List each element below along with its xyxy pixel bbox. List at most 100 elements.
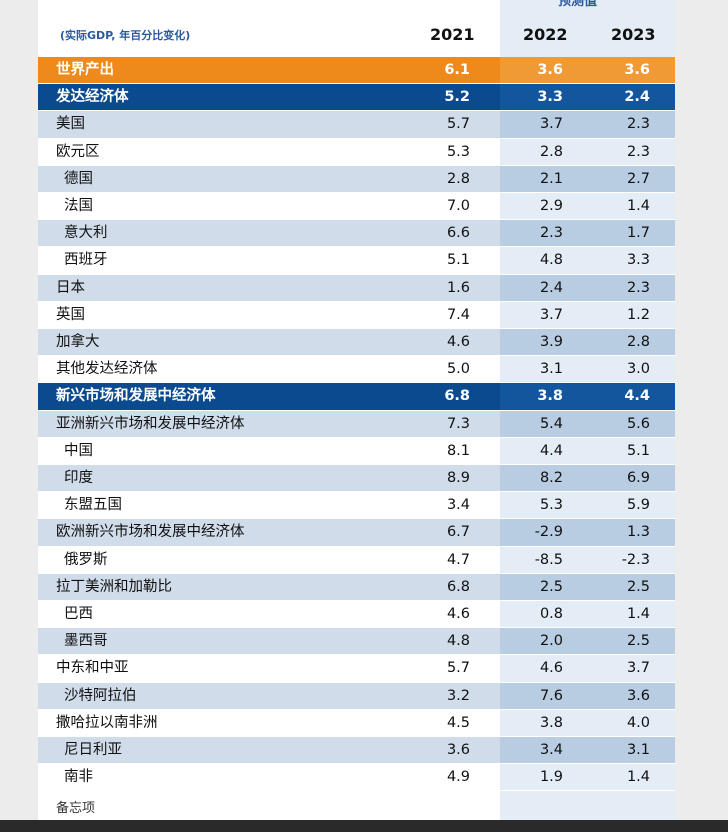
- cell-value: 4.8: [539, 252, 563, 269]
- cell-value: 5.7: [446, 660, 470, 677]
- cell-value: -2.9: [534, 524, 563, 541]
- cell-value: 5.4: [539, 415, 563, 432]
- row-label: 沙特阿拉伯: [64, 687, 137, 704]
- table-row: 世界产出 6.1 3.6 3.6: [38, 57, 675, 85]
- cell-value: 2.3: [626, 279, 650, 296]
- row-label: 加拿大: [56, 334, 100, 350]
- column-header: 2022: [523, 25, 568, 44]
- table-row: 日本 1.6 2.4 2.3: [38, 274, 675, 302]
- row-label: 尼日利亚: [64, 742, 122, 758]
- table-row: 南非 4.9 1.9 1.4: [38, 764, 675, 792]
- row-label: 巴西: [64, 606, 93, 622]
- row-label: 法国: [64, 198, 93, 214]
- column-header: 2021: [430, 25, 475, 44]
- row-label: 欧元区: [56, 143, 100, 160]
- row-label: 德国: [64, 170, 93, 187]
- row-label: 中东和中亚: [56, 660, 129, 677]
- cell-value: 2.0: [539, 633, 563, 650]
- table-row: 意大利 6.6 2.3 1.7: [38, 220, 675, 248]
- footer-note: 备忘项: [56, 801, 96, 816]
- cell-value: 6.1: [444, 62, 470, 78]
- cell-value: 2.5: [626, 578, 650, 595]
- cell-value: 3.2: [446, 687, 470, 704]
- cell-value: 5.1: [626, 442, 650, 459]
- table-row: 德国 2.8 2.1 2.7: [38, 165, 675, 193]
- cell-value: 2.8: [626, 334, 650, 350]
- row-label: 意大利: [64, 225, 108, 242]
- table-row: 拉丁美洲和加勒比 6.8 2.5 2.5: [38, 573, 675, 601]
- cell-value: 8.1: [446, 442, 470, 459]
- cell-value: 0.8: [539, 606, 563, 622]
- cell-value: 2.4: [624, 89, 650, 106]
- cell-value: 3.8: [539, 714, 563, 731]
- cell-value: 1.4: [626, 606, 650, 622]
- table-row: 东盟五国 3.4 5.3 5.9: [38, 492, 675, 520]
- cell-value: 4.8: [446, 633, 470, 650]
- cell-value: 5.9: [626, 497, 650, 514]
- cell-value: 2.5: [626, 633, 650, 650]
- table-row: 美国 5.7 3.7 2.3: [38, 111, 675, 139]
- cell-value: 4.5: [446, 714, 470, 731]
- table-row: 俄罗斯 4.7 -8.5 -2.3: [38, 546, 675, 574]
- cell-value: 2.3: [626, 143, 650, 160]
- row-label: 亚洲新兴市场和发展中经济体: [56, 415, 245, 432]
- cell-value: 3.7: [626, 660, 650, 677]
- table-row: 新兴市场和发展中经济体 6.8 3.8 4.4: [38, 383, 675, 411]
- table-row: 中东和中亚 5.7 4.6 3.7: [38, 655, 675, 683]
- cell-value: 2.4: [539, 279, 563, 296]
- row-label: 墨西哥: [64, 633, 108, 650]
- cell-value: 7.6: [539, 687, 563, 704]
- row-label: 西班牙: [64, 252, 108, 269]
- cell-value: 7.4: [446, 306, 470, 323]
- table-page: 预测值 (实际GDP, 年百分比变化) 2021 2022 2023 世界产出 6…: [38, 0, 675, 820]
- cell-value: 3.6: [537, 62, 563, 78]
- cell-value: 4.6: [539, 660, 563, 677]
- cell-value: 6.9: [626, 470, 650, 486]
- cell-value: 5.3: [446, 143, 470, 160]
- cell-value: 4.4: [624, 388, 650, 405]
- cell-value: 4.6: [446, 334, 470, 350]
- cell-value: 5.6: [626, 415, 650, 432]
- row-label: 撒哈拉以南非洲: [56, 714, 158, 731]
- cell-value: 4.0: [626, 714, 650, 731]
- cell-value: 3.0: [626, 361, 650, 378]
- cell-value: -8.5: [534, 551, 563, 568]
- cell-value: 3.4: [446, 497, 470, 514]
- cell-value: 5.2: [444, 89, 470, 106]
- cell-value: 3.4: [539, 742, 563, 758]
- cell-value: 1.6: [446, 279, 470, 296]
- column-header: 2023: [611, 25, 656, 44]
- row-label: 世界产出: [56, 62, 114, 78]
- cell-value: 4.7: [446, 551, 470, 568]
- projection-label: 预测值: [558, 0, 598, 9]
- table-row: 其他发达经济体 5.0 3.1 3.0: [38, 356, 675, 384]
- cell-value: 2.8: [446, 170, 470, 187]
- cell-value: 8.2: [539, 470, 563, 486]
- cell-value: 7.0: [446, 198, 470, 214]
- cell-value: 3.6: [624, 62, 650, 78]
- cell-value: 4.4: [539, 442, 563, 459]
- row-label: 南非: [64, 769, 93, 786]
- cell-value: 2.3: [626, 116, 650, 133]
- cell-value: 2.8: [539, 143, 563, 160]
- cell-value: 1.7: [626, 225, 650, 242]
- table-row: 印度 8.9 8.2 6.9: [38, 465, 675, 493]
- cell-value: 2.3: [539, 225, 563, 242]
- cell-value: 5.3: [539, 497, 563, 514]
- cell-value: 1.4: [626, 769, 650, 786]
- cell-value: 2.5: [539, 578, 563, 595]
- row-label: 欧洲新兴市场和发展中经济体: [56, 524, 245, 541]
- cell-value: 6.7: [446, 524, 470, 541]
- table-row: 加拿大 4.6 3.9 2.8: [38, 329, 675, 357]
- row-label: 中国: [64, 442, 93, 459]
- cell-value: 4.9: [446, 769, 470, 786]
- row-label: 发达经济体: [56, 89, 129, 106]
- cell-value: 3.6: [626, 687, 650, 704]
- cell-value: 8.9: [446, 470, 470, 486]
- cell-value: 6.8: [444, 388, 470, 405]
- cell-value: 1.2: [626, 306, 650, 323]
- row-label: 拉丁美洲和加勒比: [56, 578, 172, 595]
- table-note: (实际GDP, 年百分比变化): [60, 29, 191, 42]
- row-label: 俄罗斯: [64, 551, 108, 568]
- cell-value: 3.1: [539, 361, 563, 378]
